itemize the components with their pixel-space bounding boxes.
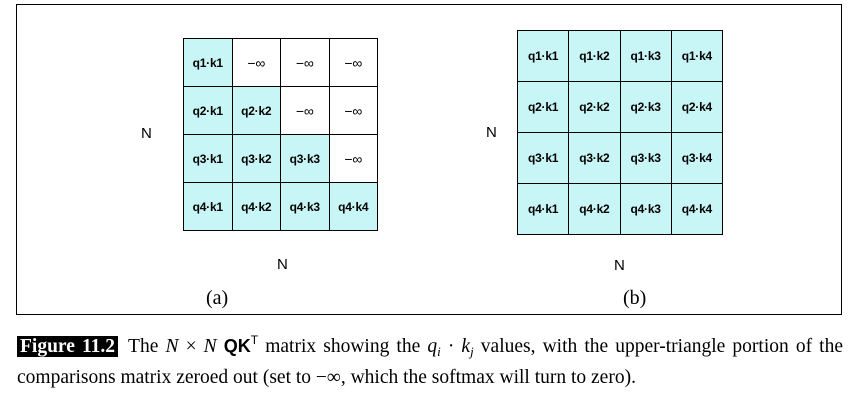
score-cell: q3·k1 bbox=[183, 134, 233, 183]
matrix-a-row-label: N bbox=[141, 125, 152, 142]
masked-cell: −∞ bbox=[280, 86, 330, 135]
score-cell: q4·k3 bbox=[619, 183, 672, 235]
matrix-b-row-label: N bbox=[486, 124, 497, 141]
caption-subscript-j: j bbox=[470, 344, 474, 359]
caption-n: N bbox=[165, 336, 179, 357]
score-cell: q4·k1 bbox=[183, 182, 233, 231]
matrix-b-col-label: N bbox=[614, 257, 625, 274]
score-cell: q3·k3 bbox=[619, 132, 672, 184]
caption-qk: QK bbox=[223, 336, 251, 356]
caption-subscript-i: i bbox=[437, 344, 441, 359]
matrix-row: q1·k1 q1·k2 q1·k3 q1·k4 bbox=[516, 30, 724, 82]
masked-cell: −∞ bbox=[280, 38, 330, 87]
score-cell: q3·k2 bbox=[568, 132, 621, 184]
panel-b-label: (b) bbox=[623, 287, 647, 309]
score-cell: q2·k4 bbox=[670, 81, 724, 133]
figure-caption: Figure 11.2 The N × N QKT matrix showing … bbox=[17, 327, 843, 391]
caption-dot: · bbox=[440, 336, 462, 357]
score-cell: q1·k4 bbox=[670, 30, 724, 82]
caption-transpose: T bbox=[250, 333, 259, 347]
matrix-row: q2·k1 q2·k2 −∞ −∞ bbox=[183, 86, 378, 135]
figure-frame bbox=[16, 4, 842, 315]
matrix-row: q2·k1 q2·k2 q2·k3 q2·k4 bbox=[516, 81, 724, 133]
masked-cell: −∞ bbox=[328, 38, 378, 87]
score-cell: q4·k3 bbox=[280, 182, 330, 231]
matrix-a-col-label: N bbox=[277, 256, 288, 273]
caption-times: × bbox=[178, 336, 204, 357]
masked-matrix-a: q1·k1 −∞ −∞ −∞ q2·k1 q2·k2 −∞ −∞ q3·k1 q3·k2 q3·k3… bbox=[183, 38, 378, 231]
score-cell: q1·k1 bbox=[516, 30, 570, 82]
score-cell: q4·k2 bbox=[568, 183, 621, 235]
score-cell: q2·k2 bbox=[568, 81, 621, 133]
score-cell: q4·k2 bbox=[231, 182, 281, 231]
score-cell: q1·k2 bbox=[568, 30, 621, 82]
score-cell: q2·k2 bbox=[231, 86, 281, 135]
matrix-row: q3·k1 q3·k2 q3·k3 q3·k4 bbox=[516, 132, 724, 184]
score-cell: q3·k2 bbox=[231, 134, 281, 183]
score-cell: q3·k4 bbox=[670, 132, 724, 184]
score-cell: q1·k3 bbox=[619, 30, 672, 82]
score-cell: q3·k3 bbox=[280, 134, 330, 183]
score-cell: q3·k1 bbox=[516, 132, 570, 184]
score-cell: q4·k1 bbox=[516, 183, 570, 235]
figure-number: Figure 11.2 bbox=[17, 336, 119, 357]
panel-a-label: (a) bbox=[206, 287, 229, 309]
score-cell: q4·k4 bbox=[670, 183, 724, 235]
caption-k: k bbox=[461, 336, 471, 357]
score-cell: q2·k3 bbox=[619, 81, 672, 133]
matrix-row: q4·k1 q4·k2 q4·k3 q4·k4 bbox=[516, 183, 724, 235]
matrix-row: q4·k1 q4·k2 q4·k3 q4·k4 bbox=[183, 182, 378, 231]
caption-text: values, with the upper-triangle portion … bbox=[17, 336, 843, 388]
score-cell: q1·k1 bbox=[183, 38, 233, 87]
score-cell: q2·k1 bbox=[516, 81, 570, 133]
caption-space bbox=[217, 336, 224, 357]
caption-q: q bbox=[427, 336, 438, 357]
caption-text: matrix showing the bbox=[258, 336, 428, 357]
caption-n: N bbox=[203, 336, 217, 357]
masked-cell: −∞ bbox=[231, 38, 281, 87]
matrix-row: q3·k1 q3·k2 q3·k3 −∞ bbox=[183, 134, 378, 183]
masked-cell: −∞ bbox=[328, 134, 378, 183]
masked-cell: −∞ bbox=[328, 86, 378, 135]
score-cell: q4·k4 bbox=[328, 182, 378, 231]
full-matrix-b: q1·k1 q1·k2 q1·k3 q1·k4 q2·k1 q2·k2 q2·k3 q2·k4… bbox=[516, 30, 724, 235]
matrix-row: q1·k1 −∞ −∞ −∞ bbox=[183, 38, 378, 87]
score-cell: q2·k1 bbox=[183, 86, 233, 135]
caption-text: The bbox=[128, 336, 166, 357]
